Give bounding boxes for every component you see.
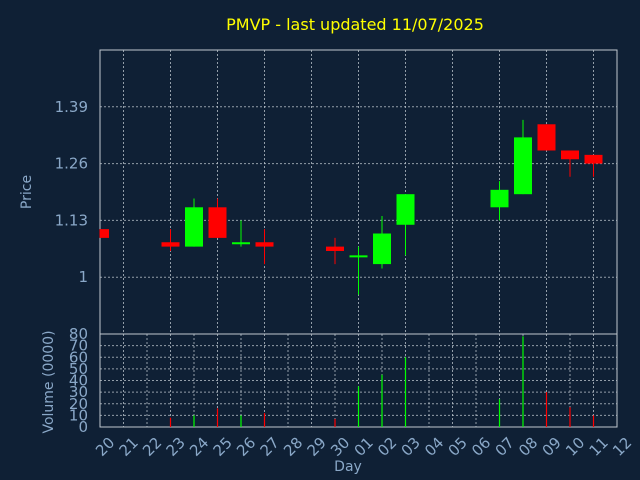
x-tick-label: 25 — [210, 434, 236, 460]
x-tick-label: 02 — [374, 434, 400, 460]
x-tick-label: 24 — [186, 434, 212, 460]
candle-body — [349, 255, 368, 258]
volume-tick-label: 30 — [69, 383, 88, 401]
candle-body — [514, 137, 532, 195]
x-tick-label: 03 — [398, 434, 424, 460]
x-tick-label: 27 — [257, 434, 283, 460]
price-tick-label: 1.39 — [55, 98, 88, 116]
x-tick-label: 05 — [445, 434, 471, 460]
candle-body — [255, 242, 274, 247]
price-tick-label: 1 — [78, 268, 88, 286]
volume-tick-label: 60 — [69, 348, 88, 366]
x-tick-label: 12 — [609, 434, 635, 460]
x-tick-label: 08 — [515, 434, 541, 460]
candle-body — [373, 233, 391, 265]
x-tick-label: 23 — [163, 434, 189, 460]
x-tick-label: 21 — [116, 434, 142, 460]
volume-tick-label: 40 — [69, 372, 88, 390]
volume-tick-label: 10 — [69, 406, 88, 424]
x-tick-label: 29 — [304, 434, 330, 460]
x-tick-label: 07 — [492, 434, 518, 460]
x-tick-label: 30 — [327, 434, 353, 460]
candle-body — [584, 154, 603, 164]
x-tick-label: 11 — [586, 434, 612, 460]
volume-tick-label: 70 — [69, 337, 88, 355]
x-tick-label: 26 — [233, 434, 259, 460]
price-panel: 1 1.13 1.26 1.39 — [55, 49, 618, 335]
x-tick-label: 10 — [562, 434, 588, 460]
volume-tick-label: 20 — [69, 395, 88, 413]
x-tick-labels: 2021222324252627282930010203040506070809… — [92, 434, 635, 460]
candle-body — [161, 242, 180, 247]
volume-tick-label: 0 — [78, 418, 88, 436]
candle-body — [208, 207, 227, 238]
volume-axis-label: Volume (0000) — [41, 330, 57, 433]
price-tick-label: 1.13 — [55, 211, 88, 229]
x-axis-label: Day — [334, 459, 362, 475]
candle-body — [232, 242, 250, 245]
x-tick-label: 28 — [280, 434, 306, 460]
x-tick-label: 04 — [421, 434, 447, 460]
x-tick-label: 22 — [139, 434, 165, 460]
x-tick-label: 09 — [539, 434, 565, 460]
volume-tick-label: 50 — [69, 360, 88, 378]
price-axis-label: Price — [19, 175, 35, 209]
candle-body — [326, 246, 344, 251]
x-tick-label: 01 — [351, 434, 377, 460]
candle-body — [490, 189, 509, 208]
candle-body — [185, 207, 203, 247]
candle-body — [396, 194, 415, 225]
price-tick-label: 1.26 — [55, 155, 88, 173]
volume-tick-label: 80 — [69, 325, 88, 343]
chart-title: PMVP - last updated 11/07/2025 — [226, 15, 484, 34]
x-tick-label: 06 — [468, 434, 494, 460]
candle-body — [100, 229, 109, 238]
x-tick-label: 20 — [92, 434, 118, 460]
candle-body — [537, 124, 556, 151]
candle-body — [561, 150, 579, 160]
